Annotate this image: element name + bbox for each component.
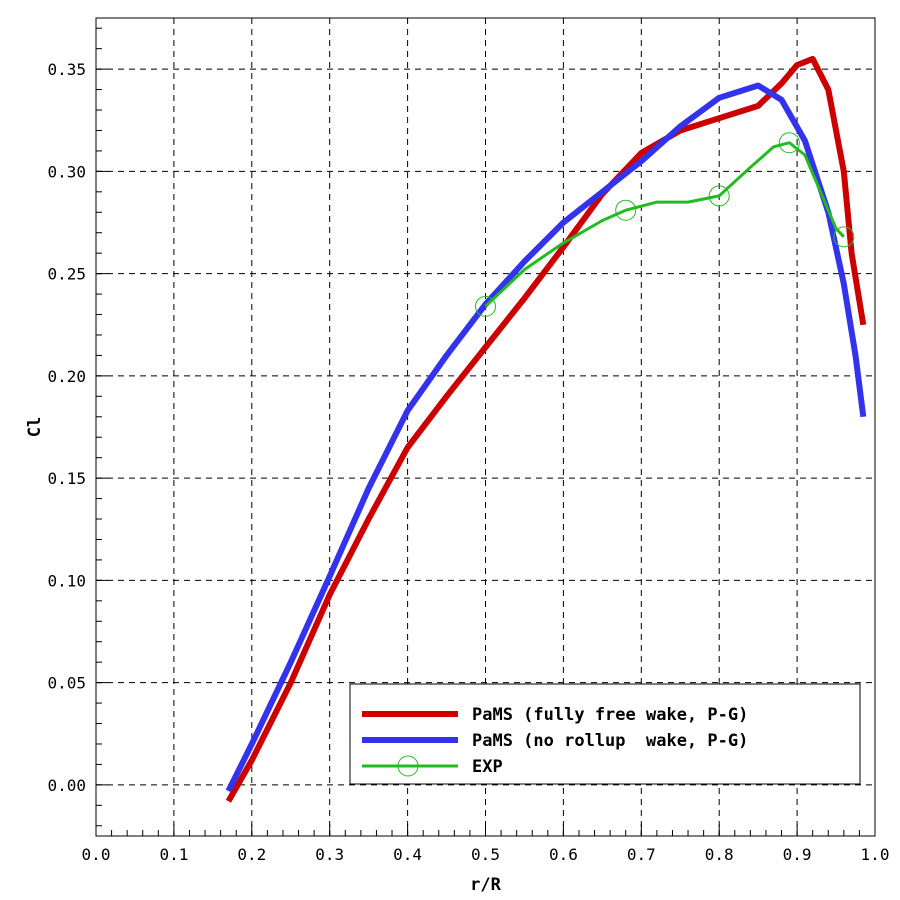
y-tick-label: 0.10 — [47, 571, 86, 590]
y-axis-title: Cl — [25, 417, 45, 437]
y-tick-label: 0.30 — [47, 162, 86, 181]
x-axis-title: r/R — [470, 875, 501, 895]
series-line-3 — [484, 141, 845, 308]
legend-entry-label: PaMS (no rollup wake, P-G) — [472, 731, 748, 751]
y-tick-label: 0.25 — [47, 265, 86, 284]
legend-entry-label: PaMS (fully free wake, P-G) — [472, 705, 748, 725]
x-tick-label: 0.0 — [82, 845, 111, 864]
ticks — [95, 27, 876, 836]
x-tick-label: 0.5 — [471, 845, 500, 864]
tick-labels: 0.0 0.1 0.2 0.3 0.4 0.5 0.6 0.7 0.8 0.9 1.0 0.00 0.0… — [47, 60, 889, 864]
x-tick-label: 0.3 — [315, 845, 344, 864]
legend-entry-label: EXP — [472, 757, 503, 777]
series-marker — [833, 226, 855, 248]
y-tick-label: 0.05 — [47, 674, 86, 693]
y-tick-label: 0.15 — [47, 469, 86, 488]
x-tick-label: 0.1 — [159, 845, 188, 864]
x-tick-label: 0.4 — [393, 845, 422, 864]
series-marker — [708, 185, 730, 207]
y-tick-label: 0.00 — [47, 776, 86, 795]
series-marker — [778, 132, 800, 154]
series-layer — [225, 55, 867, 803]
x-tick-label: 0.8 — [705, 845, 734, 864]
x-tick-label: 0.9 — [783, 845, 812, 864]
series-marker — [615, 199, 637, 221]
legend-swatch-marker — [397, 755, 419, 777]
x-tick-label: 0.7 — [627, 845, 656, 864]
y-tick-label: 0.20 — [47, 367, 86, 386]
series-marker — [475, 295, 496, 317]
legend: PaMS (fully free wake, P-G) PaMS (no roll… — [349, 683, 861, 785]
x-tick-label: 0.2 — [237, 845, 266, 864]
x-tick-label: 1.0 — [861, 845, 890, 864]
y-tick-label: 0.35 — [47, 60, 86, 79]
x-tick-label: 0.6 — [549, 845, 578, 864]
grid — [96, 18, 875, 836]
